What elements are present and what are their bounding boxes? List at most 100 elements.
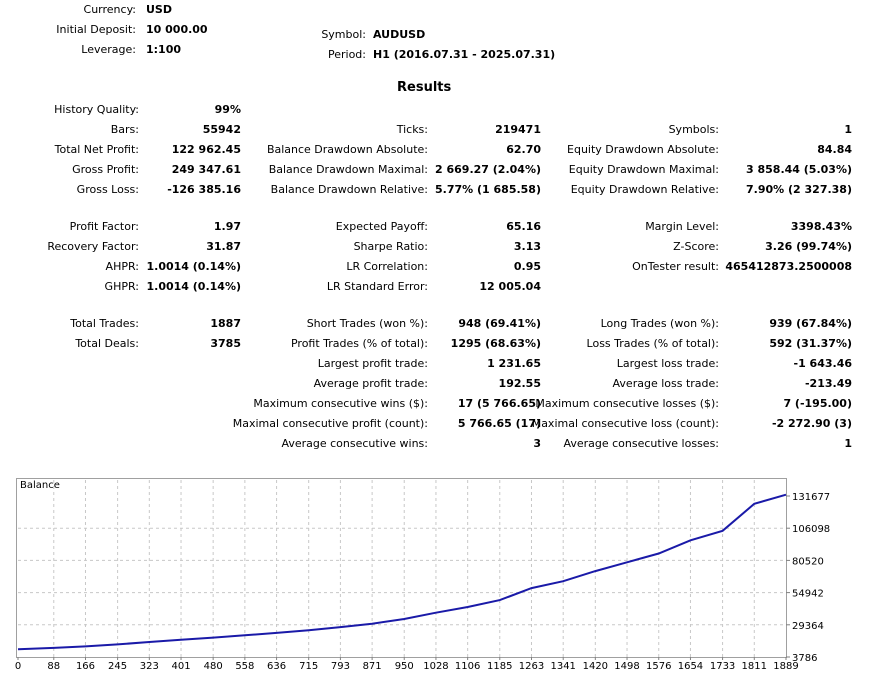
col1-value: 122 962.45: [171, 143, 241, 156]
x-tick-label: 323: [140, 661, 159, 672]
col2-label: Expected Payoff:: [335, 220, 428, 233]
col2-label: Profit Trades (% of total):: [290, 337, 428, 350]
balance-line: [17, 493, 787, 651]
x-tick-label: 401: [171, 661, 190, 672]
y-tick-label: 106098: [792, 524, 830, 535]
x-tick-label: 88: [47, 661, 60, 672]
x-tick-label: 1185: [487, 661, 512, 672]
col2-label: Maximum consecutive wins ($):: [253, 397, 428, 410]
col2-value: 1295 (68.63%): [450, 337, 541, 350]
col1-label: Total Deals:: [75, 337, 139, 350]
col1-label: Gross Profit:: [72, 163, 139, 176]
col3-label: OnTester result:: [632, 260, 719, 273]
col2-value: 65.16: [506, 220, 541, 233]
x-tick-label: 1811: [742, 661, 767, 672]
symbol-label: Symbol:: [321, 28, 366, 41]
chart-title: Balance: [20, 480, 60, 491]
col1-value: 1887: [210, 317, 241, 330]
x-tick-label: 871: [363, 661, 382, 672]
balance-chart-frame: [16, 478, 787, 658]
x-tick-label: 480: [204, 661, 223, 672]
col3-value: 7 (-195.00): [783, 397, 852, 410]
col2-value: 948 (69.41%): [458, 317, 541, 330]
col1-value: 1.97: [213, 220, 241, 233]
x-tick-label: 1654: [678, 661, 703, 672]
col3-label: Symbols:: [668, 123, 719, 136]
results-title: Results: [397, 80, 452, 95]
col1-value: 99%: [214, 103, 241, 116]
col2-label: Sharpe Ratio:: [353, 240, 428, 253]
col2-label: Balance Drawdown Relative:: [270, 183, 428, 196]
col3-label: Maximal consecutive loss (count):: [531, 417, 719, 430]
col2-label: Average consecutive wins:: [281, 437, 428, 450]
y-tick-label: 80520: [792, 556, 824, 567]
col2-label: Balance Drawdown Absolute:: [266, 143, 428, 156]
period-label: Period:: [327, 48, 366, 61]
col1-label: Total Net Profit:: [54, 143, 139, 156]
col1-label: Bars:: [110, 123, 139, 136]
col1-value: -126 385.16: [167, 183, 241, 196]
col2-value: 12 005.04: [479, 280, 541, 293]
col3-value: 84.84: [817, 143, 852, 156]
x-tick-label: 1263: [519, 661, 544, 672]
y-tick-label: 54942: [792, 589, 824, 600]
x-tick-label: 950: [395, 661, 414, 672]
x-tick-label: 0: [15, 661, 21, 672]
y-tick-label: 131677: [792, 492, 830, 503]
x-tick-label: 715: [299, 661, 318, 672]
col2-value: 3.13: [513, 240, 541, 253]
x-tick-label: 1341: [550, 661, 575, 672]
leverage-label: Leverage:: [81, 43, 136, 56]
x-tick-label: 1420: [583, 661, 608, 672]
col1-label: History Quality:: [54, 103, 139, 116]
col2-label: LR Correlation:: [346, 260, 428, 273]
x-tick-label: 636: [267, 661, 286, 672]
col3-value: 3398.43%: [790, 220, 852, 233]
currency-value: USD: [146, 3, 172, 16]
col1-value: 55942: [202, 123, 241, 136]
col2-value: 17 (5 766.65): [457, 397, 541, 410]
col3-value: 1: [844, 123, 852, 136]
x-tick-label: 1498: [614, 661, 639, 672]
col1-label: Gross Loss:: [76, 183, 139, 196]
col3-value: -213.49: [804, 377, 852, 390]
col2-value: 0.95: [513, 260, 541, 273]
col2-label: Maximal consecutive profit (count):: [232, 417, 428, 430]
leverage-value: 1:100: [146, 43, 182, 56]
deposit-value: 10 000.00: [146, 23, 208, 36]
x-tick-label: 793: [331, 661, 350, 672]
col2-label: Average profit trade:: [313, 377, 428, 390]
col2-label: LR Standard Error:: [326, 280, 428, 293]
period-value: H1 (2016.07.31 - 2025.07.31): [373, 48, 556, 61]
col2-value: 192.55: [498, 377, 541, 390]
col1-label: AHPR:: [105, 260, 139, 273]
col2-label: Ticks:: [396, 123, 428, 136]
col2-label: Balance Drawdown Maximal:: [268, 163, 428, 176]
currency-label: Currency:: [83, 3, 136, 16]
col2-value: 1 231.65: [487, 357, 541, 370]
col3-label: Long Trades (won %):: [600, 317, 719, 330]
col1-label: GHPR:: [104, 280, 139, 293]
col3-value: 1: [844, 437, 852, 450]
x-tick-label: 1106: [455, 661, 480, 672]
col2-label: Largest profit trade:: [317, 357, 428, 370]
col3-value: 3 858.44 (5.03%): [746, 163, 852, 176]
x-tick-label: 1028: [423, 661, 448, 672]
col3-value: 465412873.2500008: [725, 260, 852, 273]
col3-label: Loss Trades (% of total):: [586, 337, 719, 350]
x-tick-label: 1576: [646, 661, 671, 672]
col2-value: 219471: [495, 123, 541, 136]
col3-label: Margin Level:: [645, 220, 719, 233]
col2-value: 62.70: [506, 143, 541, 156]
col3-label: Average loss trade:: [612, 377, 719, 390]
col3-label: Equity Drawdown Absolute:: [567, 143, 719, 156]
x-tick-label: 1733: [710, 661, 735, 672]
col3-value: 939 (67.84%): [769, 317, 852, 330]
col1-value: 249 347.61: [171, 163, 241, 176]
col3-value: 3.26 (99.74%): [765, 240, 852, 253]
y-tick-label: 29364: [792, 621, 824, 632]
col1-value: 3785: [210, 337, 241, 350]
col3-label: Maximum consecutive losses ($):: [535, 397, 719, 410]
col2-value: 3: [533, 437, 541, 450]
